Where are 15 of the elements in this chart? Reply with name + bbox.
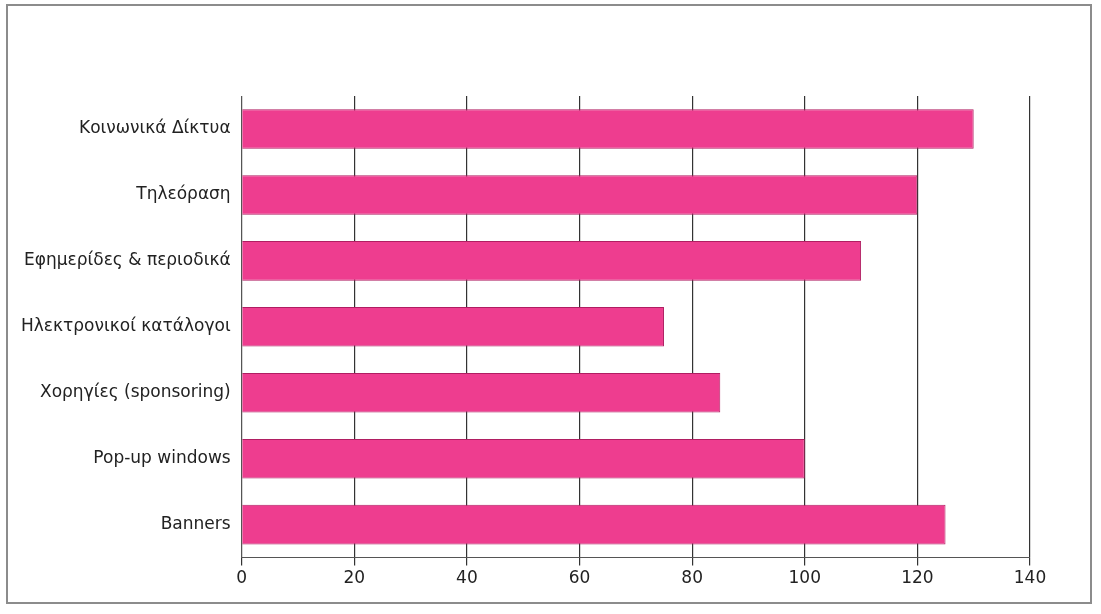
- y-tick-label: Χορηγίες (sponsoring): [40, 381, 231, 402]
- y-tick-label: Κοινωνικά Δίκτυα: [79, 117, 231, 138]
- y-tick-label: Τηλεόραση: [135, 183, 231, 204]
- x-tick-label: 0: [236, 567, 248, 588]
- x-tick-label: 80: [681, 567, 703, 588]
- y-tick-label: Ηλεκτρονικοί κατάλογοι: [20, 315, 231, 336]
- y-tick-label: Εφημερίδες & περιοδικά: [23, 249, 231, 270]
- x-tick-label: 100: [788, 567, 821, 588]
- y-tick-label: Pop-up windows: [93, 447, 231, 468]
- x-tick-label: 20: [343, 567, 366, 588]
- x-tick-label: 140: [1013, 567, 1047, 588]
- x-tick-label: 120: [901, 567, 934, 588]
- x-tick-label: 40: [456, 567, 478, 588]
- x-tick-label: 60: [568, 567, 591, 588]
- y-tick-label: Banners: [160, 513, 231, 534]
